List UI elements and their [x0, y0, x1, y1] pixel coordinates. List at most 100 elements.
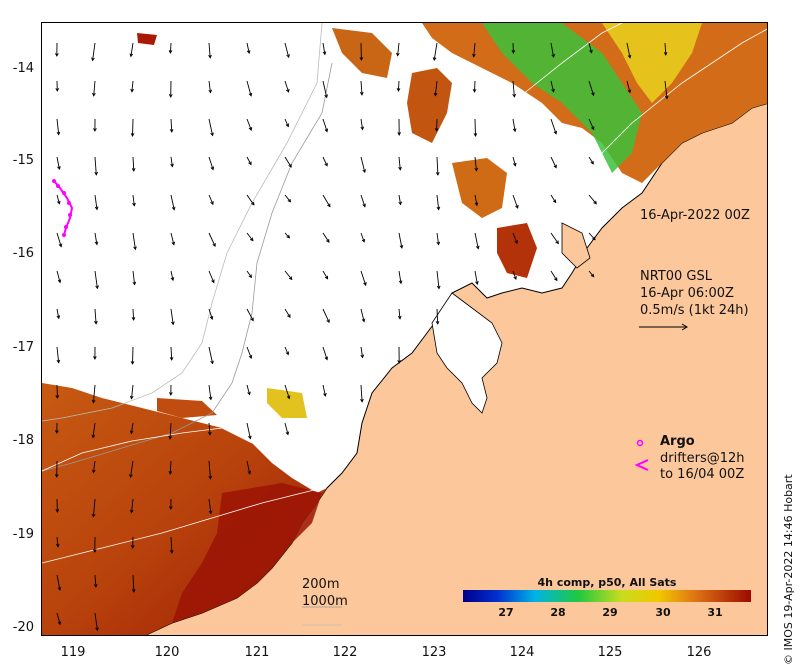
current-vector-head — [627, 54, 632, 59]
current-source-label: NRT00 GSL — [640, 269, 712, 284]
current-vector-head — [285, 431, 290, 436]
current-vector-head — [132, 202, 136, 207]
argo-legend-icon — [636, 439, 644, 447]
current-vector-head — [208, 89, 213, 94]
current-vector-head — [288, 276, 293, 281]
colorbar-title: 4h comp, p50, All Sats — [537, 576, 677, 589]
current-vector-head — [169, 506, 173, 510]
current-vector-head — [93, 128, 97, 132]
current-vector-head — [436, 285, 441, 290]
current-vector — [360, 80, 363, 95]
current-vector — [132, 574, 135, 592]
map-frame — [41, 22, 768, 636]
current-vector-head — [434, 128, 439, 132]
current-vector — [322, 80, 328, 98]
current-vector-head — [286, 234, 291, 239]
isobath-200-south — [42, 427, 253, 472]
current-vector-head — [285, 123, 290, 128]
current-vector — [131, 498, 134, 513]
current-vector — [130, 422, 134, 434]
current-vector — [208, 460, 211, 479]
current-vector-head — [210, 166, 215, 171]
current-vector-head — [168, 50, 173, 54]
x-tick: 121 — [244, 645, 270, 660]
sst-patch-4 — [497, 223, 537, 278]
current-vector-head — [169, 129, 174, 133]
current-vector-head — [553, 164, 557, 169]
current-vector — [56, 232, 62, 247]
current-vector-head — [475, 281, 479, 286]
current-vector — [588, 232, 596, 241]
peninsula — [431, 292, 503, 414]
current-vector-head — [250, 201, 255, 206]
current-vector — [284, 156, 292, 168]
current-vector-head — [396, 52, 400, 57]
current-time-label: 16-Apr 06:00Z — [640, 286, 734, 301]
current-vector-head — [327, 203, 331, 208]
current-vector-head — [555, 240, 559, 245]
current-vector-head — [436, 241, 441, 246]
current-vector-head — [324, 356, 329, 361]
current-vector-head — [359, 91, 364, 96]
current-vector — [360, 118, 364, 130]
current-vector-head — [130, 133, 135, 137]
isobath-1000-south — [42, 487, 323, 564]
current-vector-head — [93, 356, 97, 360]
current-vector — [360, 156, 366, 173]
current-vector — [360, 232, 365, 243]
current-vector-head — [131, 317, 136, 321]
current-vector — [246, 118, 252, 131]
current-vector — [132, 346, 134, 365]
current-vector — [588, 270, 595, 277]
current-vector-head — [592, 236, 596, 241]
current-vector-head — [128, 474, 133, 479]
current-vector-head — [398, 280, 403, 285]
current-vector-head — [360, 354, 365, 359]
current-vector-head — [397, 315, 402, 320]
current-vector-head — [475, 245, 480, 250]
x-tick: 119 — [60, 645, 86, 660]
current-vector-head — [248, 274, 253, 279]
current-vector-head — [285, 88, 290, 93]
current-vector — [588, 156, 594, 165]
current-vector-head — [553, 130, 558, 135]
current-vector-head — [362, 203, 366, 208]
drifters-label-1: drifters@12h — [660, 451, 745, 466]
current-vector-head — [54, 474, 59, 478]
current-vector — [169, 422, 172, 439]
current-vector — [208, 232, 216, 247]
current-vector-head — [551, 88, 555, 93]
current-vector — [434, 80, 438, 96]
current-vector — [56, 308, 60, 319]
current-vector-head — [94, 241, 99, 246]
y-tick: -19 — [12, 527, 34, 542]
current-vector-head — [94, 206, 99, 211]
current-vector — [56, 346, 60, 363]
current-vector-head — [91, 434, 96, 439]
current-vector — [360, 308, 365, 322]
current-vector — [512, 118, 516, 132]
current-vector — [322, 156, 328, 166]
current-vector — [130, 42, 134, 57]
current-vector-head — [360, 398, 364, 403]
current-vector — [132, 156, 135, 171]
current-vector — [398, 194, 402, 205]
current-vector — [360, 194, 366, 207]
current-vector — [208, 308, 213, 320]
x-tick: 120 — [154, 645, 180, 660]
current-vector-head — [91, 57, 95, 62]
current-vector — [322, 346, 328, 360]
current-vector — [588, 194, 597, 205]
current-vector-head — [131, 589, 136, 593]
current-vector-head — [433, 92, 438, 97]
y-tick: -15 — [12, 153, 34, 168]
current-vector-head — [248, 355, 253, 359]
current-vector — [474, 156, 477, 171]
current-vector-head — [663, 52, 668, 56]
current-vector-head — [56, 315, 61, 320]
current-vector-head — [436, 206, 441, 211]
current-vector — [94, 308, 97, 324]
current-vector-head — [324, 275, 329, 280]
current-vector-head — [131, 168, 136, 172]
current-vector — [473, 42, 476, 57]
